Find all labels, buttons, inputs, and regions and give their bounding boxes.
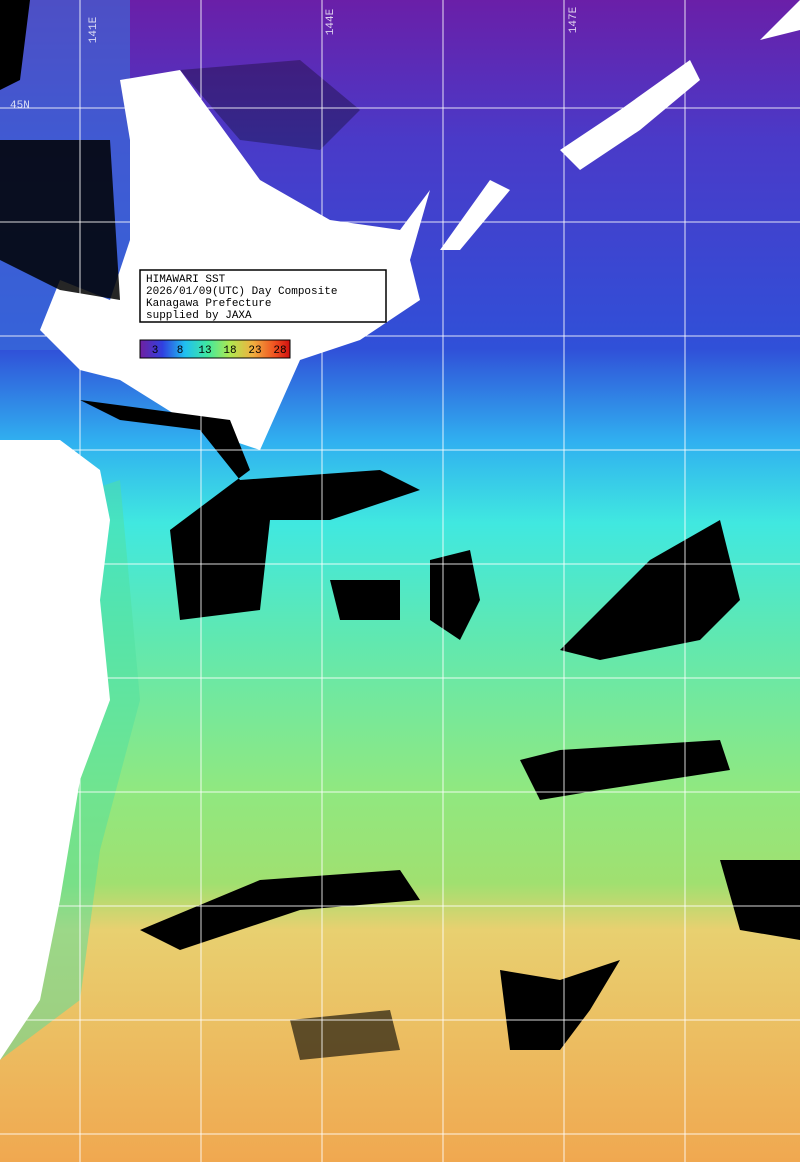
land-hokkaido (40, 70, 430, 450)
legend-line: 2026/01/09(UTC) Day Composite (146, 286, 337, 298)
graticule-labels: 141E 144E 147E 45N (10, 6, 580, 112)
legend-line: HIMAWARI SST (146, 274, 226, 286)
colorbar-label: 23 (248, 345, 261, 357)
colorbar: 3 8 13 18 23 28 (139, 339, 291, 359)
longitude-label: 144E (325, 8, 337, 35)
land-kuril (760, 0, 800, 40)
colorbar-label: 28 (273, 345, 286, 357)
legend-line: Kanagawa Prefecture (146, 298, 271, 310)
latitude-label: 45N (10, 100, 30, 112)
colorbar-label: 18 (223, 345, 236, 357)
land-kuril (440, 180, 510, 250)
land-kuril (560, 60, 700, 170)
longitude-label: 141E (88, 16, 100, 43)
colorbar-label: 13 (198, 345, 211, 357)
colorbar-label: 3 (152, 345, 159, 357)
land-honshu (0, 440, 110, 1060)
legend-background (139, 269, 387, 323)
longitude-label: 147E (568, 6, 580, 33)
legend-box: HIMAWARI SST 2026/01/09(UTC) Day Composi… (139, 269, 387, 323)
colorbar-ramp (139, 339, 291, 359)
colorbar-label: 8 (177, 345, 184, 357)
legend-line: supplied by JAXA (146, 310, 252, 322)
